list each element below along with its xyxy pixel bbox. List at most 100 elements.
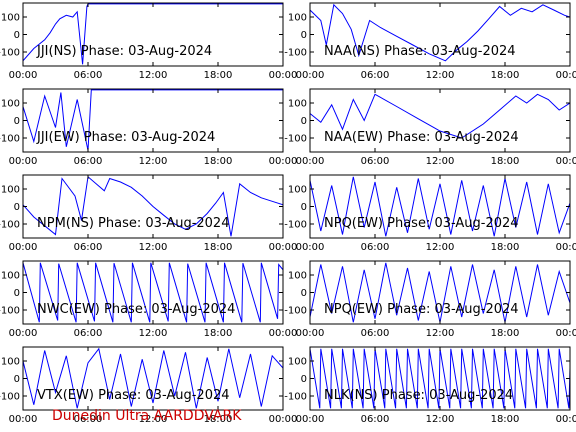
phase-panel-3: 100 0 -100 00:00 06:00 12:00 18:00 00:00 JJI(EW)… [0,88,298,167]
y-tick-label: -100 [0,306,20,317]
x-tick-label: 00:00 [556,242,576,253]
x-tick-label: 12:00 [139,242,168,253]
x-tick-label: 00:00 [296,242,325,253]
x-tick-label: 00:00 [9,242,38,253]
x-tick-label: 06:00 [74,156,103,167]
y-tick-label: 100 [1,357,20,368]
phase-panel-6: 100 0 -100 00:00 06:00 12:00 18:00 00:00 NPQ(EW)… [284,174,576,253]
x-tick-label: 00:00 [296,70,325,81]
y-tick-label: 0 [14,374,20,385]
x-tick-label: 00:00 [296,156,325,167]
x-tick-label: 00:00 [296,328,325,339]
y-tick-label: 100 [288,99,307,110]
x-tick-label: 12:00 [426,156,455,167]
phase-panel-4: 100 0 -100 00:00 06:00 12:00 18:00 00:00 NAA(EW)… [284,88,576,167]
x-tick-label: 18:00 [204,242,233,253]
x-tick-label: 12:00 [426,70,455,81]
x-tick-label: 00:00 [9,414,38,425]
y-tick-label: 100 [288,357,307,368]
panels: 100 0 -100 00:00 06:00 12:00 18:00 00:00 JJI(NS)… [0,2,576,425]
phase-panel-8: 100 0 -100 00:00 06:00 12:00 18:00 00:00 NPQ(EW)… [284,260,576,339]
x-tick-label: 18:00 [204,70,233,81]
phase-trace-line [23,262,283,323]
x-tick-label: 00:00 [556,328,576,339]
x-tick-label: 12:00 [426,242,455,253]
x-tick-label: 18:00 [491,70,520,81]
y-tick-label: 100 [288,13,307,24]
y-tick-label: 0 [301,374,307,385]
y-tick-label: -100 [284,392,307,403]
y-tick-label: -100 [0,48,20,59]
y-tick-label: 0 [14,30,20,41]
y-tick-label: -100 [284,306,307,317]
x-tick-label: 18:00 [204,328,233,339]
x-tick-label: 06:00 [361,328,390,339]
x-tick-label: 18:00 [491,414,520,425]
x-tick-label: 00:00 [556,70,576,81]
y-tick-label: -100 [284,134,307,145]
x-tick-label: 00:00 [269,328,298,339]
y-tick-label: 0 [301,202,307,213]
x-tick-label: 00:00 [9,328,38,339]
x-tick-label: 18:00 [491,328,520,339]
x-tick-label: 06:00 [361,414,390,425]
y-tick-label: -100 [284,220,307,231]
y-tick-label: 100 [1,13,20,24]
x-tick-label: 12:00 [139,328,168,339]
y-tick-label: 100 [288,185,307,196]
footer-text: Dunedin Ultra AARDDVARK [52,408,242,424]
y-tick-label: 0 [301,116,307,127]
phase-panel-7: 100 0 -100 00:00 06:00 12:00 18:00 00:00 NWC(EW)… [0,260,298,339]
phase-trace-line [310,93,570,139]
x-tick-label: 18:00 [204,414,233,425]
phase-trace-line [310,3,570,62]
x-tick-label: 06:00 [361,156,390,167]
x-tick-label: 00:00 [556,414,576,425]
x-tick-label: 00:00 [9,70,38,81]
x-tick-label: 00:00 [556,156,576,167]
x-tick-label: 00:00 [269,242,298,253]
y-tick-label: -100 [0,134,20,145]
x-tick-label: 06:00 [74,242,103,253]
y-tick-label: -100 [0,220,20,231]
x-tick-label: 12:00 [139,414,168,425]
panel-title: NWC(EW) Phase: 03-Aug-2024 [37,302,235,317]
panel-title: NAA(EW) Phase: 03-Aug-2024 [324,130,519,145]
x-tick-label: 00:00 [269,414,298,425]
y-tick-label: 100 [1,185,20,196]
panel-title: VTX(EW) Phase: 03-Aug-2024 [37,388,230,403]
phase-trace-line [23,347,283,409]
x-tick-label: 12:00 [426,414,455,425]
x-tick-label: 00:00 [269,70,298,81]
x-tick-label: 18:00 [204,156,233,167]
x-tick-label: 18:00 [491,156,520,167]
phase-trace-line [23,89,283,151]
phase-panel-5: 100 0 -100 00:00 06:00 12:00 18:00 00:00 NPM(NS)… [0,174,298,253]
y-tick-label: 0 [14,202,20,213]
y-tick-label: 0 [301,30,307,41]
panel-title: JJI(NS) Phase: 03-Aug-2024 [36,44,212,59]
x-tick-label: 00:00 [9,156,38,167]
y-tick-label: -100 [284,48,307,59]
y-tick-label: 0 [14,116,20,127]
y-tick-label: 100 [288,271,307,282]
y-tick-label: 0 [14,288,20,299]
panel-title: NAA(NS) Phase: 03-Aug-2024 [324,44,516,59]
panel-title: NPM(NS) Phase: 03-Aug-2024 [37,216,229,231]
x-tick-label: 06:00 [74,70,103,81]
x-tick-label: 12:00 [139,156,168,167]
phase-panel-10: 100 0 -100 00:00 06:00 12:00 18:00 00:00 NLK(NS)… [284,346,576,425]
phase-panel-1: 100 0 -100 00:00 06:00 12:00 18:00 00:00 JJI(NS)… [0,2,298,81]
phase-trace-line [23,3,283,65]
phase-panel-2: 100 0 -100 00:00 06:00 12:00 18:00 00:00 NAA(NS)… [284,2,576,81]
y-tick-label: 100 [1,99,20,110]
y-tick-label: 100 [1,271,20,282]
x-tick-label: 06:00 [74,414,103,425]
x-tick-label: 12:00 [426,328,455,339]
panel-title: NPQ(EW) Phase: 03-Aug-2024 [324,216,519,231]
panel-title: NPQ(EW) Phase: 03-Aug-2024 [324,302,519,317]
phase-panel-9: 100 0 -100 00:00 06:00 12:00 18:00 00:00 VTX(EW)… [0,346,298,425]
x-tick-label: 00:00 [269,156,298,167]
